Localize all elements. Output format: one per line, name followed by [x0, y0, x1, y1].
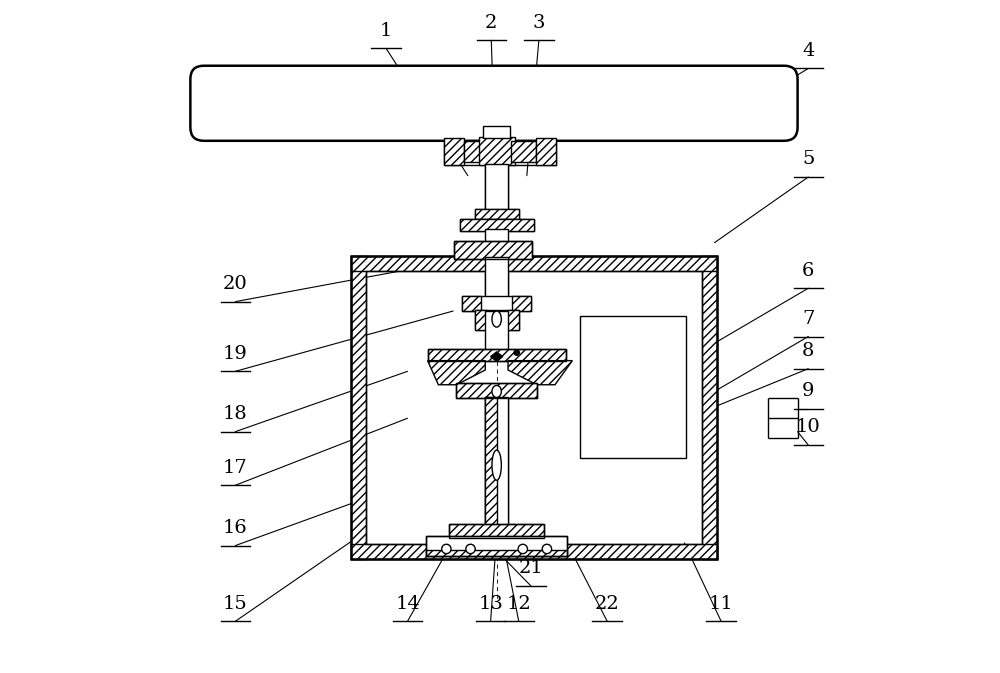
Text: 5: 5	[802, 150, 814, 168]
Bar	[479, 137, 515, 165]
Bar	[475, 310, 519, 330]
Bar	[426, 550, 567, 557]
Text: 13: 13	[478, 595, 503, 612]
Text: 22: 22	[595, 595, 620, 612]
Bar	[426, 536, 567, 557]
Bar	[464, 141, 489, 162]
Text: 19: 19	[223, 345, 248, 363]
Ellipse shape	[492, 386, 501, 398]
Text: 21: 21	[518, 559, 543, 577]
Circle shape	[518, 544, 527, 554]
Bar	[449, 524, 544, 538]
Bar	[426, 536, 567, 557]
Text: 11: 11	[709, 595, 734, 612]
Bar	[485, 229, 508, 257]
Bar	[485, 257, 508, 297]
Bar	[351, 256, 717, 559]
Bar	[485, 397, 497, 526]
Text: 12: 12	[506, 595, 531, 612]
Bar	[462, 296, 481, 311]
Bar	[475, 209, 519, 219]
Bar	[444, 138, 464, 165]
Bar	[485, 311, 508, 350]
Text: 3: 3	[533, 13, 545, 32]
Text: 4: 4	[802, 42, 814, 60]
Text: 10: 10	[796, 419, 821, 436]
Polygon shape	[428, 361, 485, 385]
Bar	[580, 316, 686, 458]
Circle shape	[442, 544, 451, 554]
Text: 7: 7	[802, 310, 814, 328]
Text: 20: 20	[223, 275, 248, 293]
Bar	[428, 349, 566, 361]
Text: 15: 15	[223, 595, 248, 612]
Bar	[485, 397, 508, 526]
Circle shape	[466, 544, 475, 554]
Bar	[511, 141, 536, 162]
Ellipse shape	[492, 450, 501, 481]
Bar	[507, 310, 519, 330]
Bar	[483, 126, 510, 138]
Bar	[456, 384, 537, 398]
Text: 9: 9	[802, 382, 815, 400]
Bar	[351, 256, 366, 559]
Bar	[460, 219, 534, 231]
Polygon shape	[508, 361, 572, 385]
Bar	[512, 296, 531, 311]
Text: 14: 14	[395, 595, 420, 612]
Bar	[475, 209, 519, 219]
Bar	[449, 524, 544, 538]
Circle shape	[514, 350, 519, 355]
FancyBboxPatch shape	[190, 66, 798, 141]
Text: 16: 16	[223, 519, 248, 537]
Bar	[702, 256, 717, 559]
Bar	[462, 296, 531, 311]
Text: 1: 1	[380, 22, 392, 40]
Bar	[428, 349, 566, 361]
Bar	[485, 164, 508, 211]
Text: 2: 2	[485, 13, 497, 32]
Text: 18: 18	[223, 405, 248, 423]
Bar	[536, 138, 556, 165]
Bar	[454, 242, 532, 258]
Text: 8: 8	[802, 342, 814, 360]
Text: 6: 6	[802, 262, 814, 279]
Bar	[454, 242, 532, 258]
Circle shape	[542, 544, 552, 554]
Ellipse shape	[492, 311, 501, 327]
Bar	[475, 310, 487, 330]
Text: 17: 17	[223, 458, 248, 476]
Bar	[351, 256, 717, 271]
Bar	[351, 544, 717, 559]
Bar	[366, 271, 702, 544]
Bar	[456, 384, 537, 398]
Bar	[460, 219, 534, 231]
Polygon shape	[491, 352, 503, 361]
